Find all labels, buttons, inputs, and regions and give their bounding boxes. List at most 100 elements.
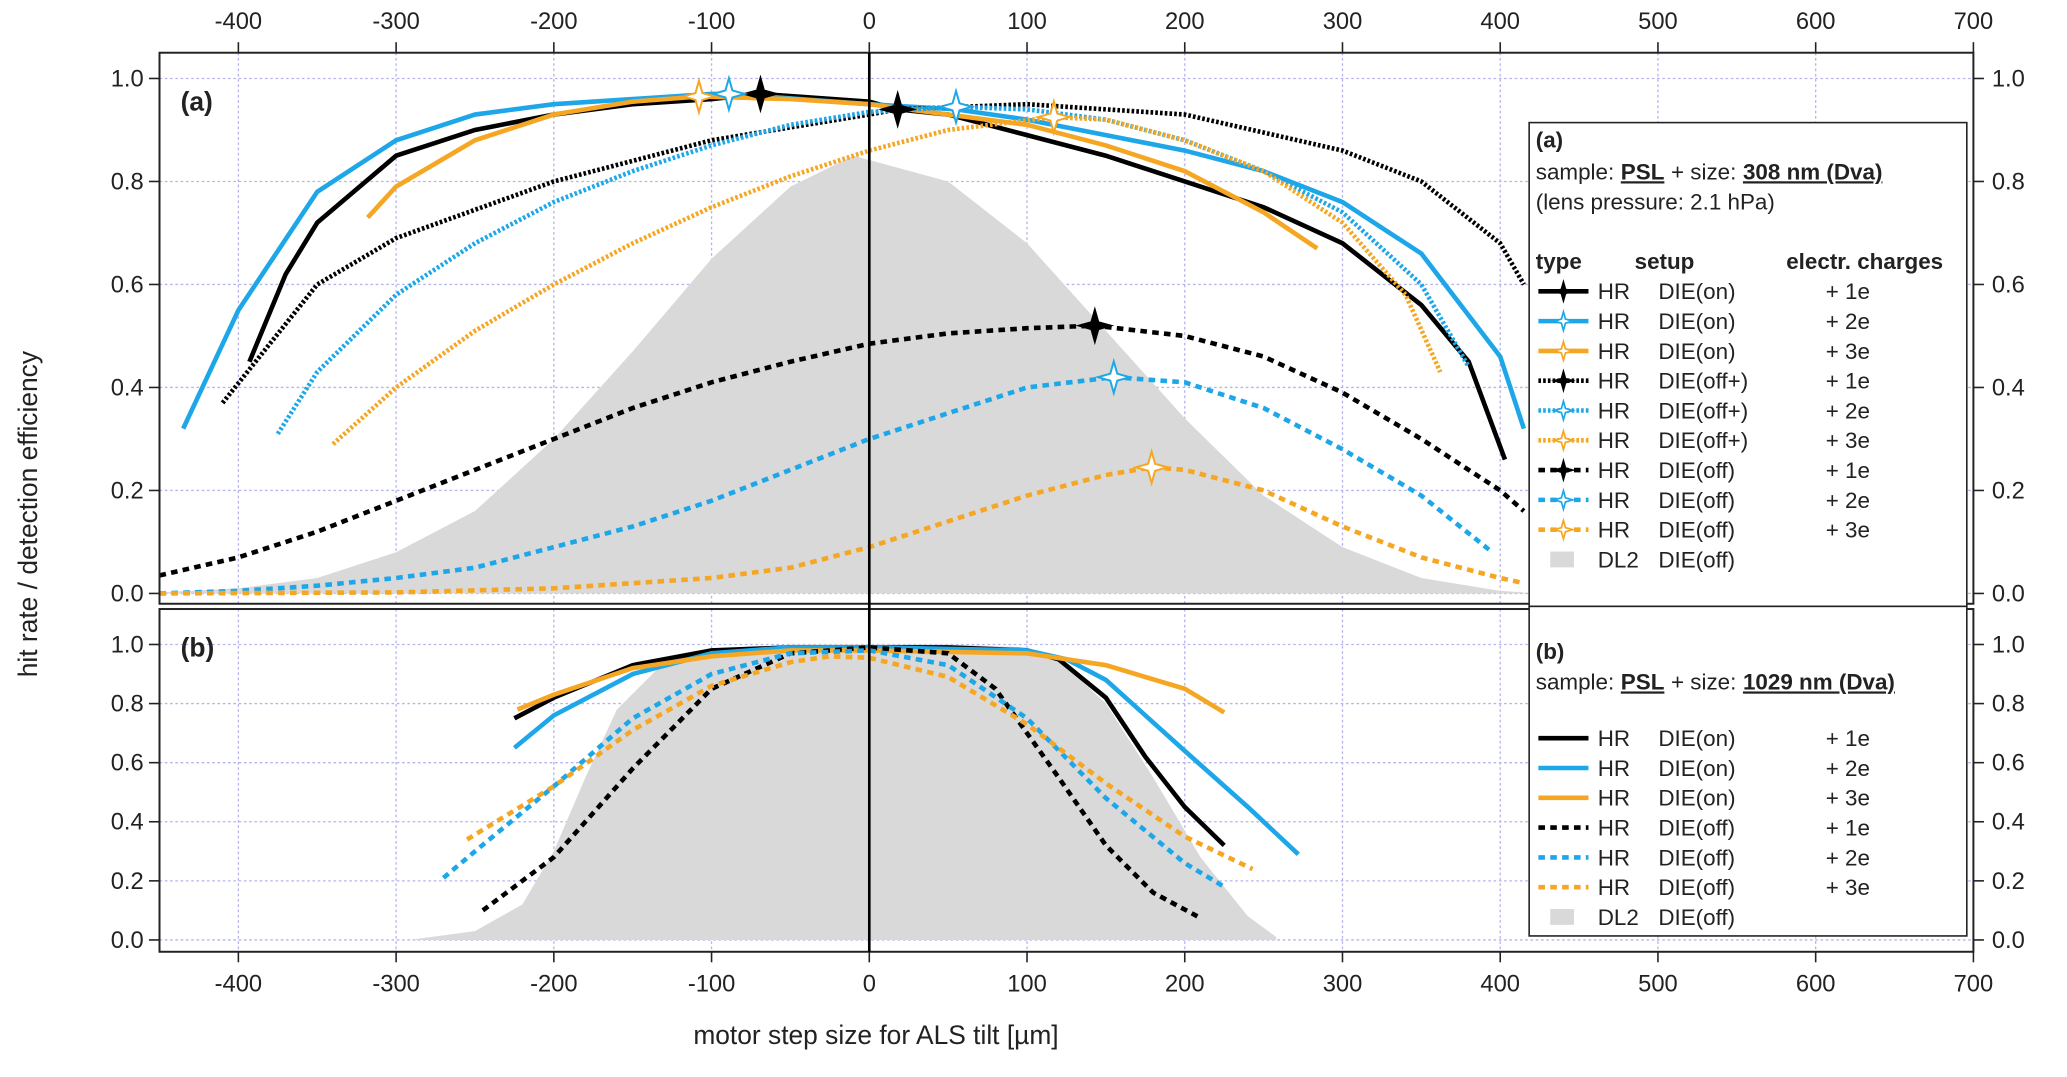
area [159, 155, 1524, 594]
x-tick-label: 300 [1323, 971, 1363, 997]
legend-marker [1551, 338, 1576, 364]
plot-area [159, 91, 1527, 596]
legend-marker [1551, 457, 1576, 483]
legend-box [1528, 605, 1968, 937]
legend-marker [1551, 368, 1576, 394]
x-tick-label: -100 [688, 971, 735, 997]
legend-type: HR [1598, 369, 1630, 394]
panel-label: (a) [181, 87, 213, 117]
legend-marker [1551, 308, 1576, 334]
x-tick-label: 400 [1480, 9, 1520, 35]
legend: (a) sample: PSL + size: 308 nm (Dva) (lens pr… [1528, 121, 1968, 608]
legend-box [1528, 121, 1968, 608]
y-tick-label: 0.2 [111, 869, 144, 895]
x-tick-label: -400 [215, 971, 262, 997]
legend-charges: + 2e [1826, 309, 1870, 334]
y-tick-label: 0.0 [111, 581, 144, 607]
line [159, 374, 1494, 596]
legend-setup: DIE(off+) [1658, 428, 1748, 453]
y-tick-label: 0.8 [111, 691, 144, 717]
y2-tick-label: 0.6 [1992, 751, 2025, 777]
legend-type: HR [1598, 279, 1630, 304]
legend-marker [1551, 517, 1576, 543]
legend-marker [1551, 487, 1576, 513]
y2-tick-label: 0.6 [1992, 272, 2025, 298]
x-tick-label: 600 [1796, 9, 1836, 35]
y-tick-label: 1.0 [111, 632, 144, 658]
legend-title: (a) [1536, 128, 1563, 153]
x-tick-label: 700 [1954, 971, 1994, 997]
legend-charges: + 2e [1826, 756, 1870, 781]
x-tick-label: 600 [1796, 971, 1836, 997]
peak-marker [1132, 447, 1172, 487]
legend-sample: sample: PSL + size: 1029 nm (Dva) [1536, 669, 1895, 694]
x-tick-label: -300 [372, 971, 419, 997]
legend-type: HR [1598, 845, 1630, 870]
legend-setup: DIE(off+) [1658, 398, 1748, 423]
y2-tick-label: 0.2 [1992, 478, 2025, 504]
x-tick-label: 200 [1165, 971, 1205, 997]
line [481, 645, 1199, 919]
peak-marker [1094, 357, 1134, 397]
legend-swatch [1550, 551, 1574, 568]
legend-charges: + 1e [1826, 815, 1870, 840]
x-tick-label: 0 [863, 971, 876, 997]
legend-charges: + 3e [1826, 518, 1870, 543]
legend-type: HR [1598, 309, 1630, 334]
y2-tick-label: 0.8 [1992, 691, 2025, 717]
line [220, 101, 1526, 405]
sample-name: PSL [1621, 159, 1665, 184]
size-value: 1029 nm (Dva) [1743, 669, 1895, 694]
plot-frame [158, 51, 1975, 605]
x-tick-label: -200 [530, 971, 577, 997]
legend-setup: DIE(off) [1658, 845, 1735, 870]
legend-charges: + 3e [1826, 875, 1870, 900]
plot-area [408, 644, 1300, 940]
legend-setup: DIE(off) [1658, 547, 1735, 572]
x-tick-label: -400 [215, 9, 262, 35]
y-tick-label: 0.6 [111, 272, 144, 298]
y-tick-label: 0.2 [111, 478, 144, 504]
line [512, 645, 1300, 856]
x-tick-label: 400 [1480, 971, 1520, 997]
legend-sample: sample: PSL + size: 308 nm (Dva) [1536, 159, 1883, 184]
y2-tick-label: 0.4 [1992, 810, 2025, 836]
line [159, 464, 1525, 596]
y-tick-label: 0.0 [111, 928, 144, 954]
legend-type: HR [1598, 339, 1630, 364]
y-tick-label: 1.0 [111, 66, 144, 92]
peak-marker [1034, 97, 1074, 137]
legend-setup: DIE(on) [1658, 756, 1735, 781]
legend-setup: DIE(on) [1658, 309, 1735, 334]
y-axis-title: hit rate / detection efficiency [13, 350, 43, 677]
legend-title: (b) [1536, 639, 1565, 664]
size-value: 308 nm (Dva) [1743, 159, 1882, 184]
legend-setup: DIE(off) [1658, 875, 1735, 900]
legend-swatch [1550, 909, 1574, 925]
legend-note: (lens pressure: 2.1 hPa) [1536, 190, 1775, 215]
x-tick-label: 300 [1323, 9, 1363, 35]
y2-tick-label: 1.0 [1992, 632, 2025, 658]
legend: (b) sample: PSL + size: 1029 nm (Dva) HR DIE(o… [1528, 605, 1968, 937]
x-tick-label: -300 [372, 9, 419, 35]
legend-charges: + 3e [1826, 786, 1870, 811]
peak-marker [679, 77, 719, 116]
legend-charges: + 1e [1826, 726, 1870, 751]
panel-label: (b) [181, 632, 215, 662]
legend-type: DL2 [1598, 547, 1639, 572]
legend-type: HR [1598, 518, 1630, 543]
legend-charges: + 2e [1826, 845, 1870, 870]
legend-setup: DIE(off) [1658, 518, 1735, 543]
area [408, 644, 1277, 940]
peak-marker [1075, 306, 1115, 346]
y2-tick-label: 0.0 [1992, 928, 2025, 954]
legend-marker [1551, 398, 1576, 423]
legend-setup: DIE(off) [1658, 815, 1735, 840]
peak-marker [936, 87, 976, 127]
legend-setup: DIE(off) [1658, 488, 1735, 513]
legend-type: HR [1598, 488, 1630, 513]
sample-label: sample: [1536, 669, 1614, 694]
line [465, 653, 1254, 872]
